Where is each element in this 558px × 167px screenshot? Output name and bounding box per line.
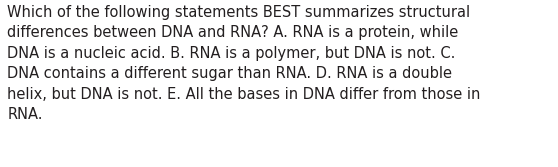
Text: Which of the following statements BEST summarizes structural
differences between: Which of the following statements BEST s…: [7, 5, 480, 122]
